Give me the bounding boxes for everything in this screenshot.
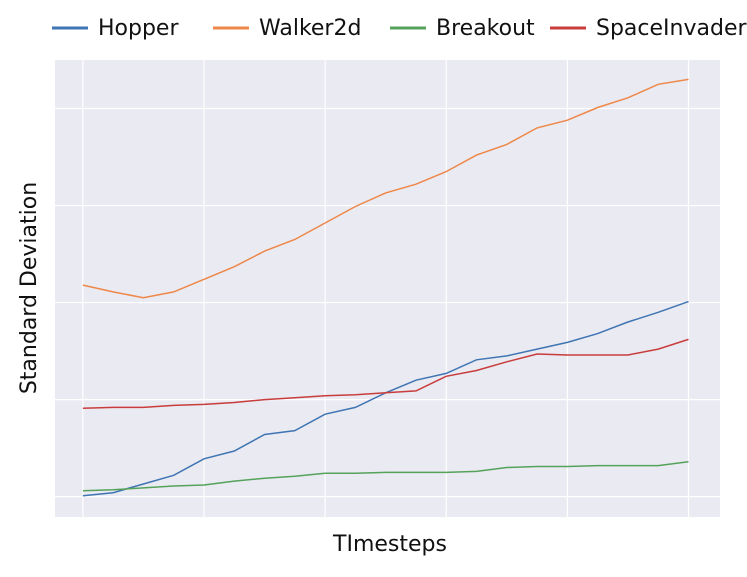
y-axis-label: Standard Deviation xyxy=(17,182,42,394)
data-line xyxy=(82,460,689,492)
legend-label: SpaceInvader xyxy=(596,16,747,41)
legend-label: Walker2d xyxy=(259,16,361,41)
plot-area xyxy=(55,60,720,517)
x-axis-label: TImesteps xyxy=(332,532,447,557)
data-line xyxy=(82,78,689,299)
legend-label: Breakout xyxy=(436,16,535,41)
legend-label: Hopper xyxy=(98,16,179,41)
data-line xyxy=(82,338,689,410)
